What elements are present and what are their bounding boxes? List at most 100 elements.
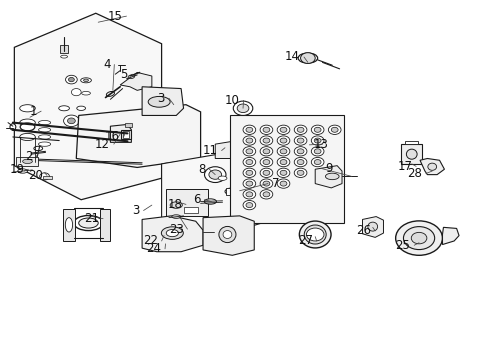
Circle shape — [245, 203, 252, 208]
Circle shape — [245, 138, 252, 143]
Polygon shape — [161, 146, 273, 235]
Text: 24: 24 — [146, 242, 161, 255]
Circle shape — [245, 127, 252, 132]
Circle shape — [297, 138, 304, 143]
Circle shape — [260, 190, 272, 199]
Circle shape — [71, 89, 81, 96]
Ellipse shape — [367, 222, 377, 231]
Ellipse shape — [79, 218, 98, 228]
Ellipse shape — [166, 229, 178, 237]
Ellipse shape — [39, 128, 51, 132]
Circle shape — [280, 138, 286, 143]
Text: 7: 7 — [271, 177, 279, 190]
Circle shape — [263, 181, 269, 186]
Ellipse shape — [106, 91, 114, 96]
Circle shape — [260, 157, 272, 167]
Polygon shape — [419, 158, 444, 175]
Circle shape — [65, 75, 77, 84]
Circle shape — [233, 101, 252, 116]
Ellipse shape — [406, 149, 416, 159]
Ellipse shape — [77, 106, 85, 111]
Circle shape — [245, 149, 252, 154]
Polygon shape — [362, 217, 383, 237]
Text: 16: 16 — [104, 130, 120, 144]
Circle shape — [263, 159, 269, 165]
Circle shape — [260, 125, 272, 134]
Circle shape — [243, 147, 255, 156]
Circle shape — [67, 118, 75, 124]
Circle shape — [314, 149, 321, 154]
Polygon shape — [76, 105, 200, 167]
Circle shape — [280, 181, 286, 186]
Circle shape — [311, 125, 324, 134]
Text: 25: 25 — [395, 239, 409, 252]
Circle shape — [403, 226, 434, 249]
Text: 9: 9 — [325, 162, 332, 175]
Circle shape — [263, 192, 269, 197]
Circle shape — [263, 127, 269, 132]
Text: 11: 11 — [202, 144, 217, 157]
Circle shape — [263, 138, 269, 143]
Circle shape — [280, 170, 286, 175]
Ellipse shape — [81, 78, 91, 83]
Circle shape — [260, 136, 272, 145]
Text: 27: 27 — [297, 234, 312, 247]
Circle shape — [277, 157, 289, 167]
Bar — [166, 189, 207, 216]
Bar — [225, 188, 238, 195]
Ellipse shape — [218, 176, 226, 180]
Polygon shape — [229, 116, 344, 223]
Text: 14: 14 — [285, 50, 300, 63]
Text: 8: 8 — [198, 163, 205, 176]
Circle shape — [294, 136, 306, 145]
Ellipse shape — [219, 226, 236, 243]
Circle shape — [314, 127, 321, 132]
Circle shape — [243, 168, 255, 177]
Bar — [405, 141, 417, 144]
Circle shape — [263, 170, 269, 175]
Circle shape — [243, 201, 255, 210]
Text: 6: 6 — [193, 193, 200, 206]
Circle shape — [306, 228, 324, 241]
Polygon shape — [142, 87, 183, 116]
Ellipse shape — [39, 142, 51, 146]
Circle shape — [204, 167, 225, 183]
Circle shape — [280, 127, 286, 132]
Ellipse shape — [299, 221, 330, 248]
Text: 17: 17 — [396, 160, 411, 173]
Circle shape — [40, 173, 49, 180]
Text: 20: 20 — [28, 169, 43, 182]
Ellipse shape — [74, 216, 103, 230]
Text: 23: 23 — [168, 222, 183, 236]
Ellipse shape — [65, 218, 73, 232]
Ellipse shape — [224, 188, 239, 195]
Circle shape — [410, 232, 426, 244]
Bar — [16, 157, 38, 166]
Polygon shape — [142, 216, 203, 252]
Text: 3: 3 — [157, 92, 164, 105]
Ellipse shape — [61, 55, 67, 58]
Circle shape — [243, 136, 255, 145]
Circle shape — [277, 136, 289, 145]
Text: 19: 19 — [10, 163, 24, 176]
Text: 12: 12 — [95, 138, 110, 150]
Polygon shape — [203, 216, 254, 255]
Bar — [100, 209, 110, 241]
Polygon shape — [215, 140, 242, 158]
Text: 10: 10 — [224, 94, 239, 107]
Circle shape — [330, 127, 337, 132]
Circle shape — [277, 179, 289, 188]
Circle shape — [63, 115, 79, 127]
Ellipse shape — [39, 121, 51, 125]
Text: 18: 18 — [167, 198, 182, 211]
Text: 28: 28 — [407, 167, 421, 180]
Ellipse shape — [304, 225, 325, 244]
Circle shape — [311, 147, 324, 156]
Bar — [121, 130, 131, 139]
Text: 3: 3 — [132, 204, 140, 217]
Circle shape — [208, 170, 221, 179]
Ellipse shape — [20, 123, 35, 131]
Circle shape — [277, 168, 289, 177]
Circle shape — [314, 138, 321, 143]
Polygon shape — [110, 125, 131, 142]
